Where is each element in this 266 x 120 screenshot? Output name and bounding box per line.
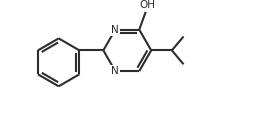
Text: OH: OH [139,0,155,10]
Text: N: N [111,25,119,35]
Text: N: N [111,66,119,76]
